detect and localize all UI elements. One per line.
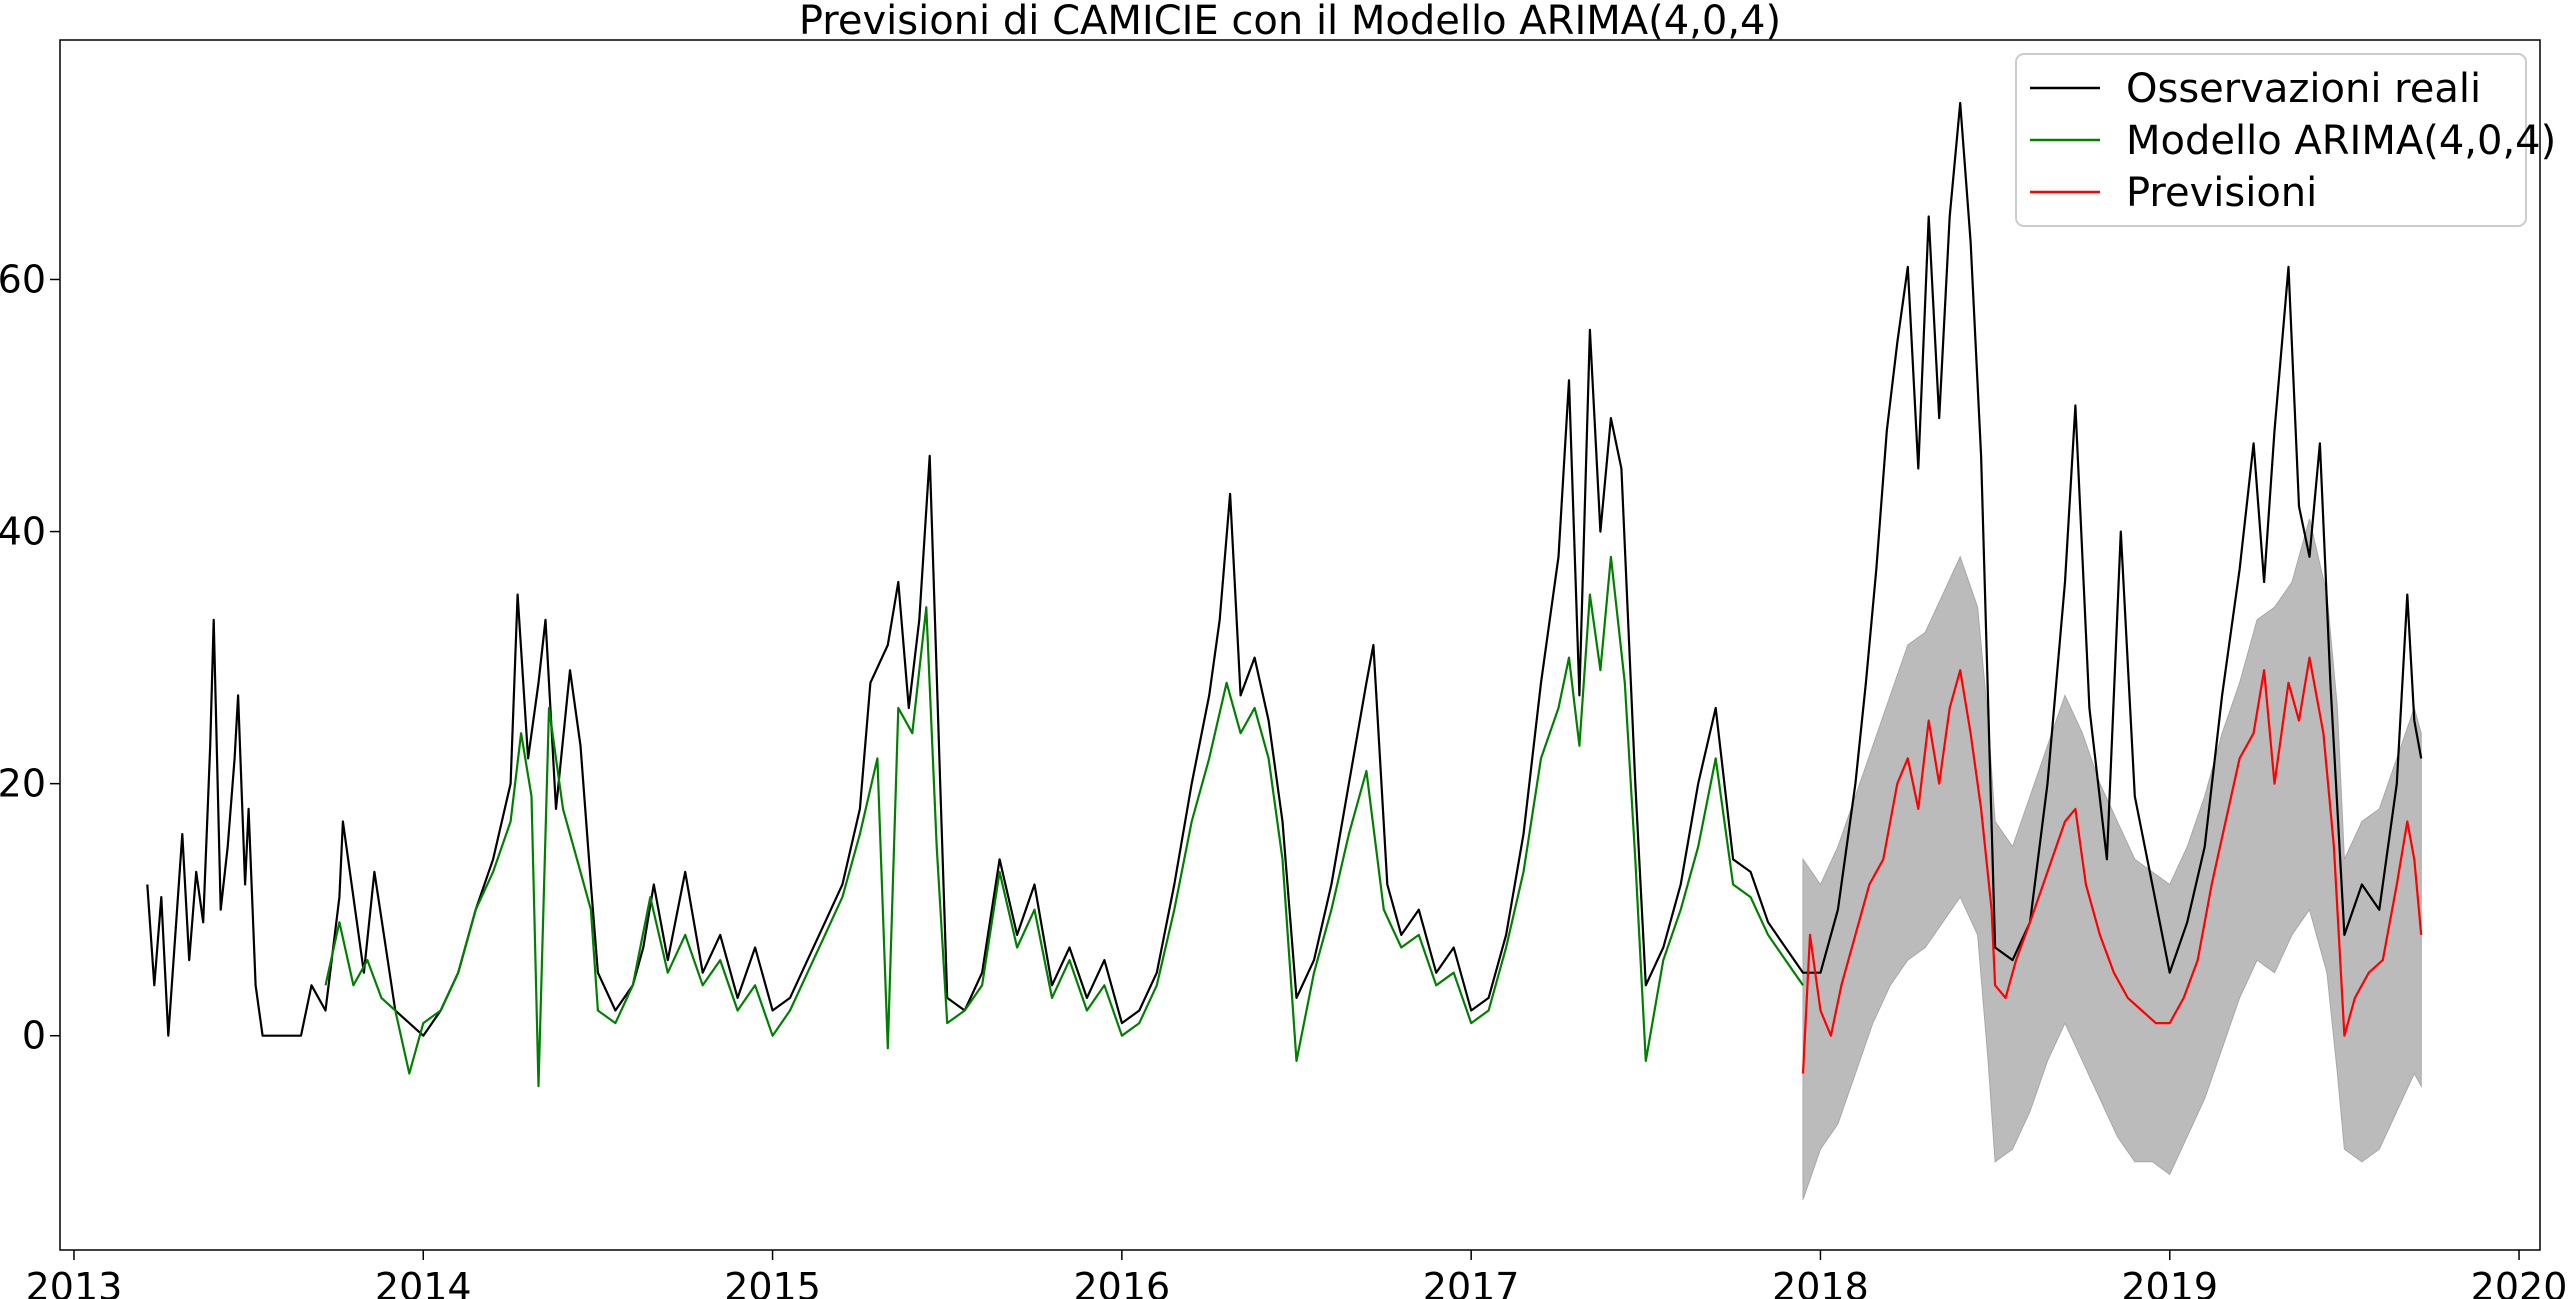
plot-frame — [59, 39, 2541, 1251]
x-tick-label: 2018 — [1772, 1265, 1869, 1299]
y-axis: 0 20 40 60 — [0, 257, 60, 1058]
y-tick-label: 0 — [22, 1014, 46, 1058]
x-tick-label: 2016 — [1073, 1265, 1170, 1299]
legend-label-observed: Osservazioni reali — [2126, 66, 2481, 112]
x-tick-label: 2014 — [375, 1265, 472, 1299]
x-axis: 2013 2014 2015 2016 2017 2018 2019 2020 — [26, 1250, 2568, 1299]
y-tick-label: 20 — [0, 762, 46, 806]
x-tick-label: 2013 — [26, 1265, 123, 1299]
x-tick-label: 2020 — [2471, 1265, 2568, 1299]
chart-title: Previsioni di CAMICIE con il Modello ARI… — [799, 0, 1781, 44]
plot-area — [146, 101, 2423, 1200]
legend-label-forecast: Previsioni — [2126, 170, 2317, 216]
legend-box — [2015, 53, 2527, 227]
series-line-previsioni — [1801, 656, 2423, 1074]
x-tick-label: 2019 — [2121, 1265, 2218, 1299]
series-layer — [146, 101, 2423, 1088]
x-tick-label: 2015 — [724, 1265, 821, 1299]
series-line-modello-arima-4-0-4 — [324, 555, 1804, 1088]
legend: Osservazioni reali Modello ARIMA(4,0,4) … — [2015, 53, 2556, 227]
y-tick-label: 40 — [0, 510, 46, 554]
y-tick-label: 60 — [0, 257, 46, 301]
x-tick-label: 2017 — [1423, 1265, 1520, 1299]
legend-label-model: Modello ARIMA(4,0,4) — [2126, 118, 2556, 164]
series-line-osservazioni-reali — [146, 101, 2423, 1037]
